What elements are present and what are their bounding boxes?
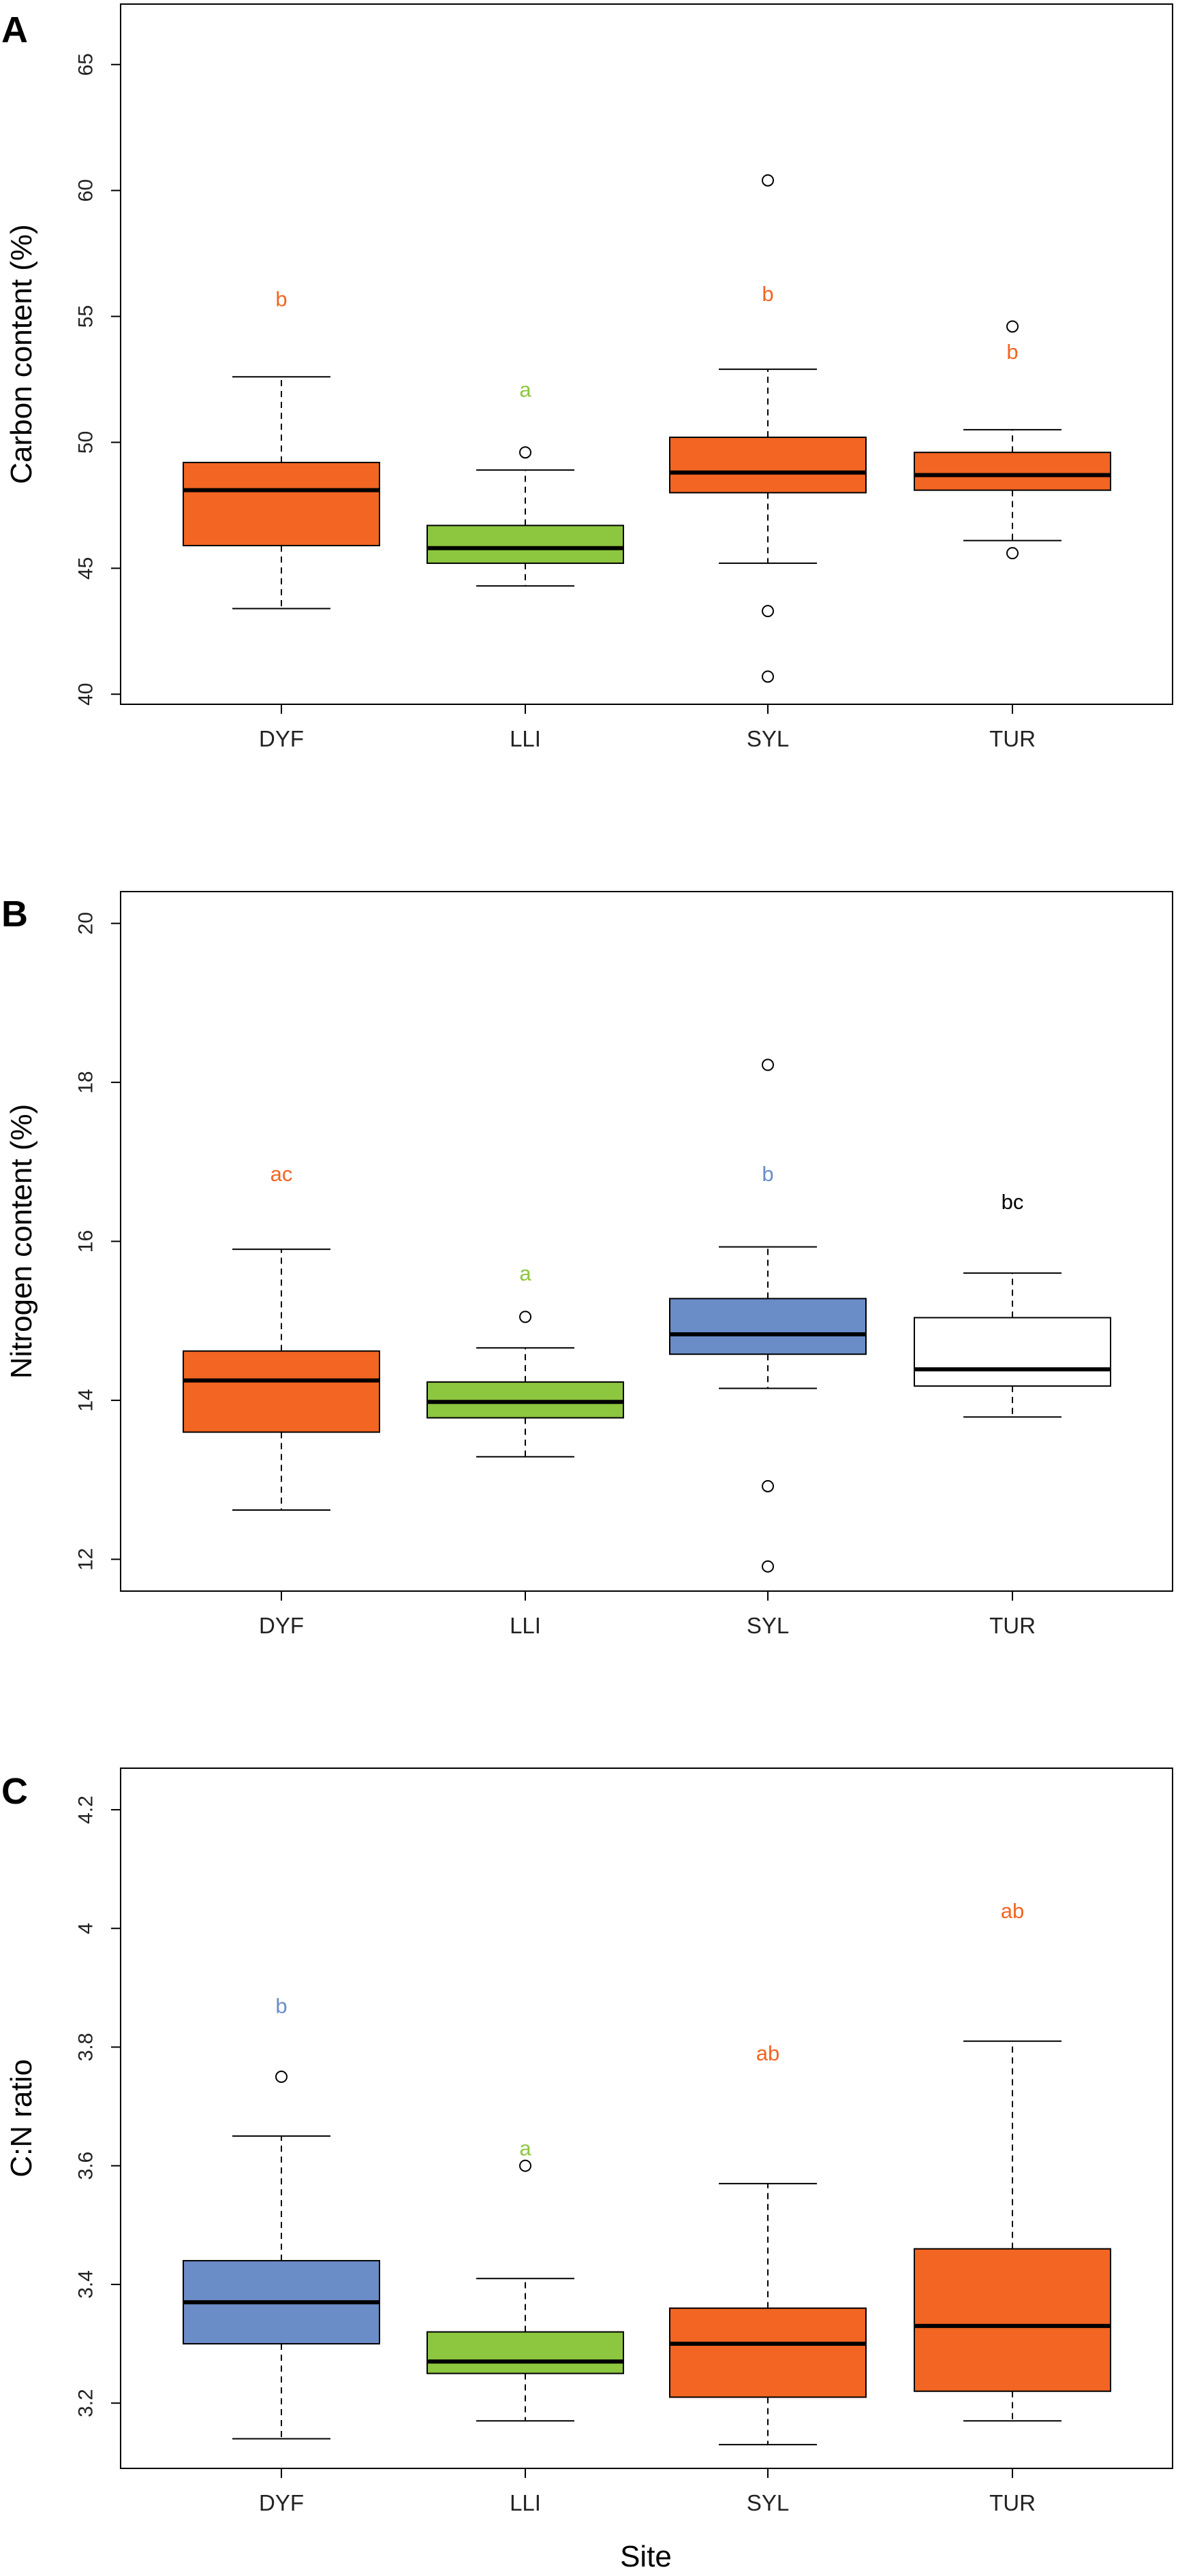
panel-a-box-tur-significance-letter: b	[1006, 340, 1018, 364]
panel-b-y-tick-label: 12	[75, 1548, 97, 1571]
panel-c-label: C	[1, 1771, 28, 1812]
panel-a-y-axis-label: Carbon content (%)	[5, 224, 38, 484]
panel-a-box-lli-significance-letter: a	[519, 378, 531, 402]
panel-a-x-tick-label-syl: SYL	[747, 726, 789, 751]
panel-a: A 40 45 50 55 60 65 Carbon content (%) DYF LLI SYL…	[1, 3, 1173, 751]
panel-b-y-tick-label: 20	[75, 912, 97, 934]
panel-b-box-dyf-iqr	[183, 1350, 380, 1433]
panel-a-box-syl-iqr	[669, 437, 867, 494]
panel-c-box-dyf: b	[183, 1994, 380, 2440]
panel-c-y-axis-label: C:N ratio	[5, 2059, 38, 2178]
panel-c-box-lli-outlier	[519, 2159, 531, 2172]
panel-b-x-tick-label-dyf: DYF	[259, 1613, 304, 1638]
panel-c-x-tick-label-tur: TUR	[989, 2490, 1036, 2515]
panel-c-x-tick-label-syl: SYL	[747, 2490, 789, 2515]
panel-a-box-lli: a	[427, 378, 624, 587]
panel-a-x-tick-label-lli: LLI	[510, 726, 541, 751]
panel-a-y-tick-label: 40	[75, 683, 97, 706]
panel-a-box-tur-iqr	[914, 452, 1111, 491]
panel-a-y-tick-label: 45	[75, 557, 97, 580]
panel-a-box-tur-outlier	[1006, 547, 1019, 560]
panel-c-box-syl-iqr	[669, 2307, 867, 2398]
panel-c-y-tick-label: 4.2	[75, 1795, 97, 1824]
panel-a-frame	[120, 3, 1173, 705]
panel-c-box-syl: ab	[669, 2041, 867, 2446]
panel-b-y-tick-label: 18	[75, 1071, 97, 1093]
panel-b-box-tur: bc	[914, 1190, 1111, 1418]
panel-c-box-lli-significance-letter: a	[519, 2136, 531, 2160]
panel-b-y-axis-label: Nitrogen content (%)	[5, 1104, 38, 1379]
panel-b-box-tur-iqr	[914, 1317, 1111, 1387]
panel-b-y-tick-label: 16	[75, 1230, 97, 1253]
panel-c-box-lli: a	[427, 2136, 624, 2422]
panel-a-box-lli-outlier	[519, 446, 531, 459]
panel-b-box-tur-significance-letter: bc	[1002, 1190, 1024, 1214]
panel-b-x-tick-label-tur: TUR	[989, 1613, 1036, 1638]
panel-b-box-syl-outlier	[762, 1479, 774, 1492]
panel-c-y-tick-label: 4	[75, 1923, 97, 1934]
panel-b: B 12 14 16 18 20 Nitrogen content (%) DYF LLI SYL…	[1, 891, 1173, 1638]
panel-b-box-lli-outlier	[519, 1310, 531, 1323]
panel-a-box-dyf: b	[183, 287, 380, 610]
panel-c-box-dyf-outlier	[275, 2071, 288, 2084]
panel-b-frame	[120, 891, 1173, 1592]
panel-c-box-syl-significance-letter: ab	[756, 2041, 779, 2065]
panel-a-box-syl-outlier	[762, 670, 774, 683]
panel-b-box-syl-outlier	[762, 1560, 774, 1573]
panel-c: C 3.2 3.4 3.6 3.8 4 4.2 C:N ratio DYF LLI SYL TUR b a…	[1, 1768, 1173, 2515]
panel-b-box-syl-outlier	[762, 1058, 774, 1071]
panel-b-x-tick-label-syl: SYL	[747, 1613, 789, 1638]
panel-a-box-tur-outlier	[1006, 320, 1019, 333]
panel-c-box-tur: ab	[914, 1899, 1111, 2422]
panel-a-x-tick-label-tur: TUR	[989, 726, 1036, 751]
panel-a-x-tick-label-dyf: DYF	[259, 726, 304, 751]
panel-b-y-tick-label: 14	[75, 1389, 97, 1411]
panel-c-box-lli-iqr	[427, 2331, 624, 2374]
panel-a-y-tick-label: 50	[75, 431, 97, 454]
panel-b-box-dyf: ac	[183, 1162, 380, 1511]
panel-a-y-tick-label: 55	[75, 305, 97, 328]
panel-a-y-tick-label: 60	[75, 179, 97, 202]
panel-a-box-syl-outlier	[762, 174, 774, 187]
panel-c-box-tur-significance-letter: ab	[1001, 1899, 1024, 1923]
panel-a-label: A	[1, 10, 28, 50]
panel-b-label: B	[1, 894, 28, 934]
panel-b-box-syl-significance-letter: b	[762, 1162, 773, 1186]
panel-b-box-lli: a	[427, 1261, 624, 1458]
panel-c-y-tick-label: 3.8	[75, 2033, 97, 2062]
panel-b-x-tick-label-lli: LLI	[510, 1613, 541, 1638]
panel-a-box-lli-iqr	[427, 524, 624, 564]
panel-a-box-syl-outlier	[762, 605, 774, 618]
panel-c-box-tur-iqr	[914, 2248, 1111, 2392]
panel-c-frame	[120, 1768, 1173, 2469]
panel-a-box-syl-significance-letter: b	[762, 282, 773, 306]
panel-c-box-dyf-significance-letter: b	[275, 1994, 287, 2017]
panel-b-box-lli-significance-letter: a	[519, 1261, 531, 1285]
panel-c-y-tick-label: 3.4	[75, 2270, 97, 2299]
panel-c-x-tick-label-dyf: DYF	[259, 2490, 304, 2515]
panel-c-y-tick-label: 3.6	[75, 2152, 97, 2180]
panel-a-y-tick-label: 65	[75, 53, 97, 76]
panel-a-box-syl: b	[669, 174, 867, 683]
panel-a-box-tur: b	[914, 320, 1111, 560]
panel-a-box-dyf-iqr	[183, 462, 380, 547]
panel-c-x-tick-label-lli: LLI	[510, 2490, 541, 2515]
panel-b-box-syl-iqr	[669, 1298, 867, 1355]
x-axis-label-site: Site	[620, 2540, 672, 2573]
panel-a-box-dyf-significance-letter: b	[275, 287, 287, 311]
panel-c-y-tick-label: 3.2	[75, 2389, 97, 2417]
panel-b-box-dyf-significance-letter: ac	[270, 1162, 293, 1186]
panel-b-box-syl: b	[669, 1058, 867, 1573]
